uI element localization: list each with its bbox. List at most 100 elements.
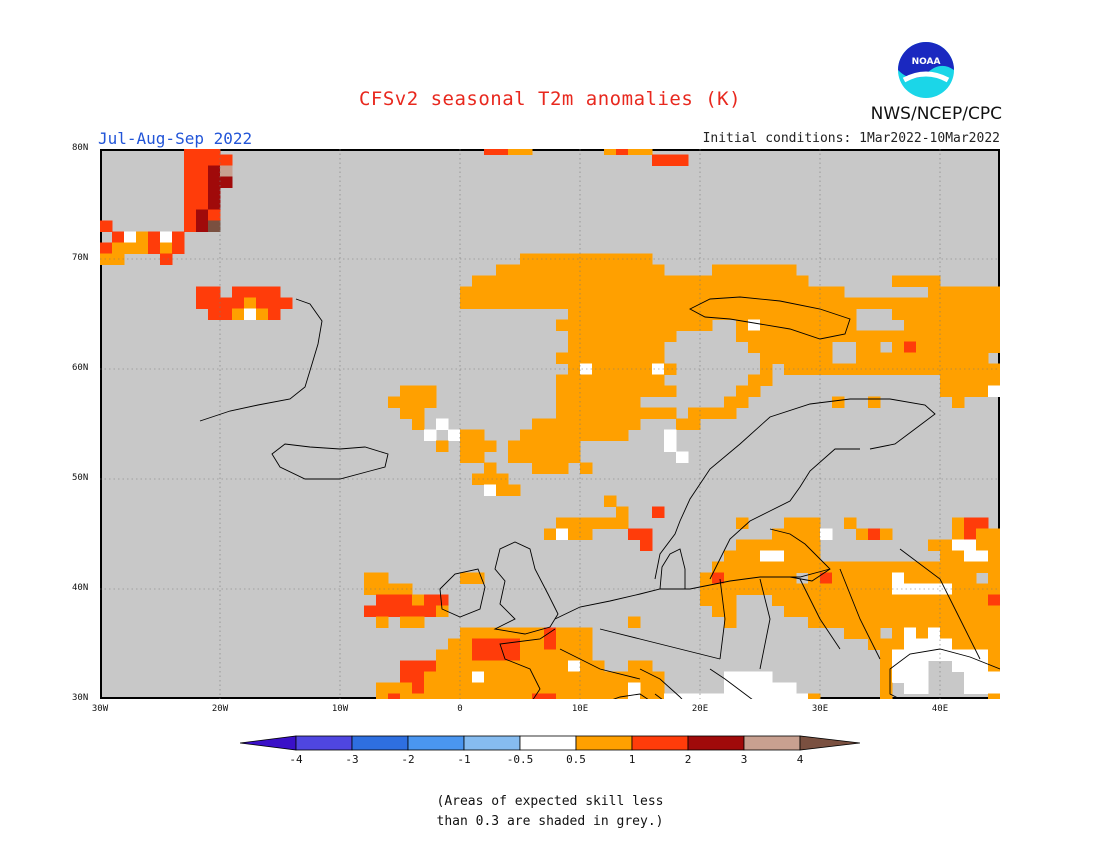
anomaly-cell — [640, 528, 653, 540]
anomaly-cell — [952, 297, 965, 309]
anomaly-cell — [436, 660, 449, 672]
anomaly-cell — [568, 297, 581, 309]
anomaly-cell — [220, 176, 233, 188]
anomaly-cell — [568, 451, 581, 463]
anomaly-cell — [544, 297, 557, 309]
anomaly-cell — [952, 561, 965, 573]
anomaly-cell — [736, 539, 749, 551]
anomaly-cell — [736, 693, 749, 699]
anomaly-cell — [592, 693, 605, 699]
anomaly-cell — [616, 330, 629, 342]
anomaly-cell — [964, 363, 977, 375]
anomaly-cell — [988, 616, 1000, 628]
latitude-label: 30N — [72, 693, 89, 703]
colorbar-swatch — [575, 735, 633, 751]
anomaly-cell — [736, 275, 749, 287]
organization-label: NWS/NCEP/CPC — [870, 104, 1002, 124]
anomaly-cell — [400, 682, 413, 694]
anomaly-cell — [916, 616, 929, 628]
anomaly-cell — [580, 330, 593, 342]
anomaly-cell — [160, 242, 173, 254]
anomaly-cell — [568, 308, 581, 320]
anomaly-cell — [520, 660, 533, 672]
anomaly-cell — [892, 341, 905, 353]
anomaly-cell — [820, 616, 833, 628]
anomaly-cell — [736, 286, 749, 298]
anomaly-cell — [652, 297, 665, 309]
anomaly-cell — [664, 330, 677, 342]
anomaly-cell — [664, 440, 677, 452]
anomaly-cell — [616, 297, 629, 309]
anomaly-cell — [640, 539, 653, 551]
anomaly-cell — [604, 341, 617, 353]
anomaly-cell — [904, 561, 917, 573]
anomaly-cell — [508, 264, 521, 276]
anomaly-cell — [400, 616, 413, 628]
anomaly-cell — [652, 286, 665, 298]
anomaly-cell — [496, 682, 509, 694]
anomaly-cell — [712, 297, 725, 309]
colorbar-tick-label: 3 — [740, 753, 748, 766]
anomaly-cell — [676, 297, 689, 309]
anomaly-cell — [424, 682, 437, 694]
anomaly-cell — [208, 286, 221, 298]
anomaly-cell — [592, 319, 605, 331]
colorbar-swatch — [687, 735, 745, 751]
anomaly-cell — [652, 330, 665, 342]
anomaly-cell — [508, 286, 521, 298]
anomaly-cell — [964, 319, 977, 331]
anomaly-cell — [688, 319, 701, 331]
anomaly-cell — [592, 418, 605, 430]
anomaly-cell — [976, 341, 989, 353]
anomaly-cell — [916, 660, 929, 672]
anomaly-cell — [808, 330, 821, 342]
anomaly-cell — [556, 693, 569, 699]
anomaly-cell — [892, 627, 905, 639]
anomaly-cell — [196, 176, 209, 188]
anomaly-cell — [520, 682, 533, 694]
anomaly-cell — [556, 462, 569, 474]
anomaly-cell — [976, 330, 989, 342]
anomaly-cell — [568, 374, 581, 386]
anomaly-cell — [460, 638, 473, 650]
anomaly-cell — [208, 176, 221, 188]
anomaly-cell — [568, 275, 581, 287]
anomaly-cell — [928, 539, 941, 551]
anomaly-cell — [988, 297, 1000, 309]
anomaly-cell — [568, 253, 581, 265]
anomaly-cell — [544, 451, 557, 463]
anomaly-cell — [532, 682, 545, 694]
anomaly-cell — [892, 308, 905, 320]
anomaly-cell — [940, 286, 953, 298]
anomaly-cell — [532, 671, 545, 683]
anomaly-cell — [448, 429, 461, 441]
anomaly-cell — [424, 594, 437, 606]
anomaly-cell — [964, 583, 977, 595]
anomaly-cell — [784, 264, 797, 276]
anomaly-cell — [664, 297, 677, 309]
anomaly-cell — [952, 660, 965, 672]
anomaly-cell — [952, 363, 965, 375]
longitude-label: 10W — [331, 704, 349, 714]
anomaly-cell — [772, 297, 785, 309]
anomaly-cell — [724, 572, 737, 584]
anomaly-cell — [940, 627, 953, 639]
anomaly-cell — [952, 385, 965, 397]
anomaly-cell — [532, 429, 545, 441]
anomaly-cell — [196, 165, 209, 177]
anomaly-cell — [940, 561, 953, 573]
anomaly-cell — [484, 638, 497, 650]
anomaly-cell — [724, 682, 737, 694]
anomaly-cell — [640, 319, 653, 331]
anomaly-cell — [988, 627, 1000, 639]
anomaly-cell — [688, 407, 701, 419]
anomaly-cell — [832, 286, 845, 298]
anomaly-cell — [484, 682, 497, 694]
anomaly-cell — [832, 594, 845, 606]
anomaly-cell — [544, 440, 557, 452]
anomaly-cell — [784, 561, 797, 573]
anomaly-cell — [736, 264, 749, 276]
anomaly-cell — [964, 539, 977, 551]
anomaly-cell — [904, 352, 917, 364]
anomaly-cell — [508, 649, 521, 661]
